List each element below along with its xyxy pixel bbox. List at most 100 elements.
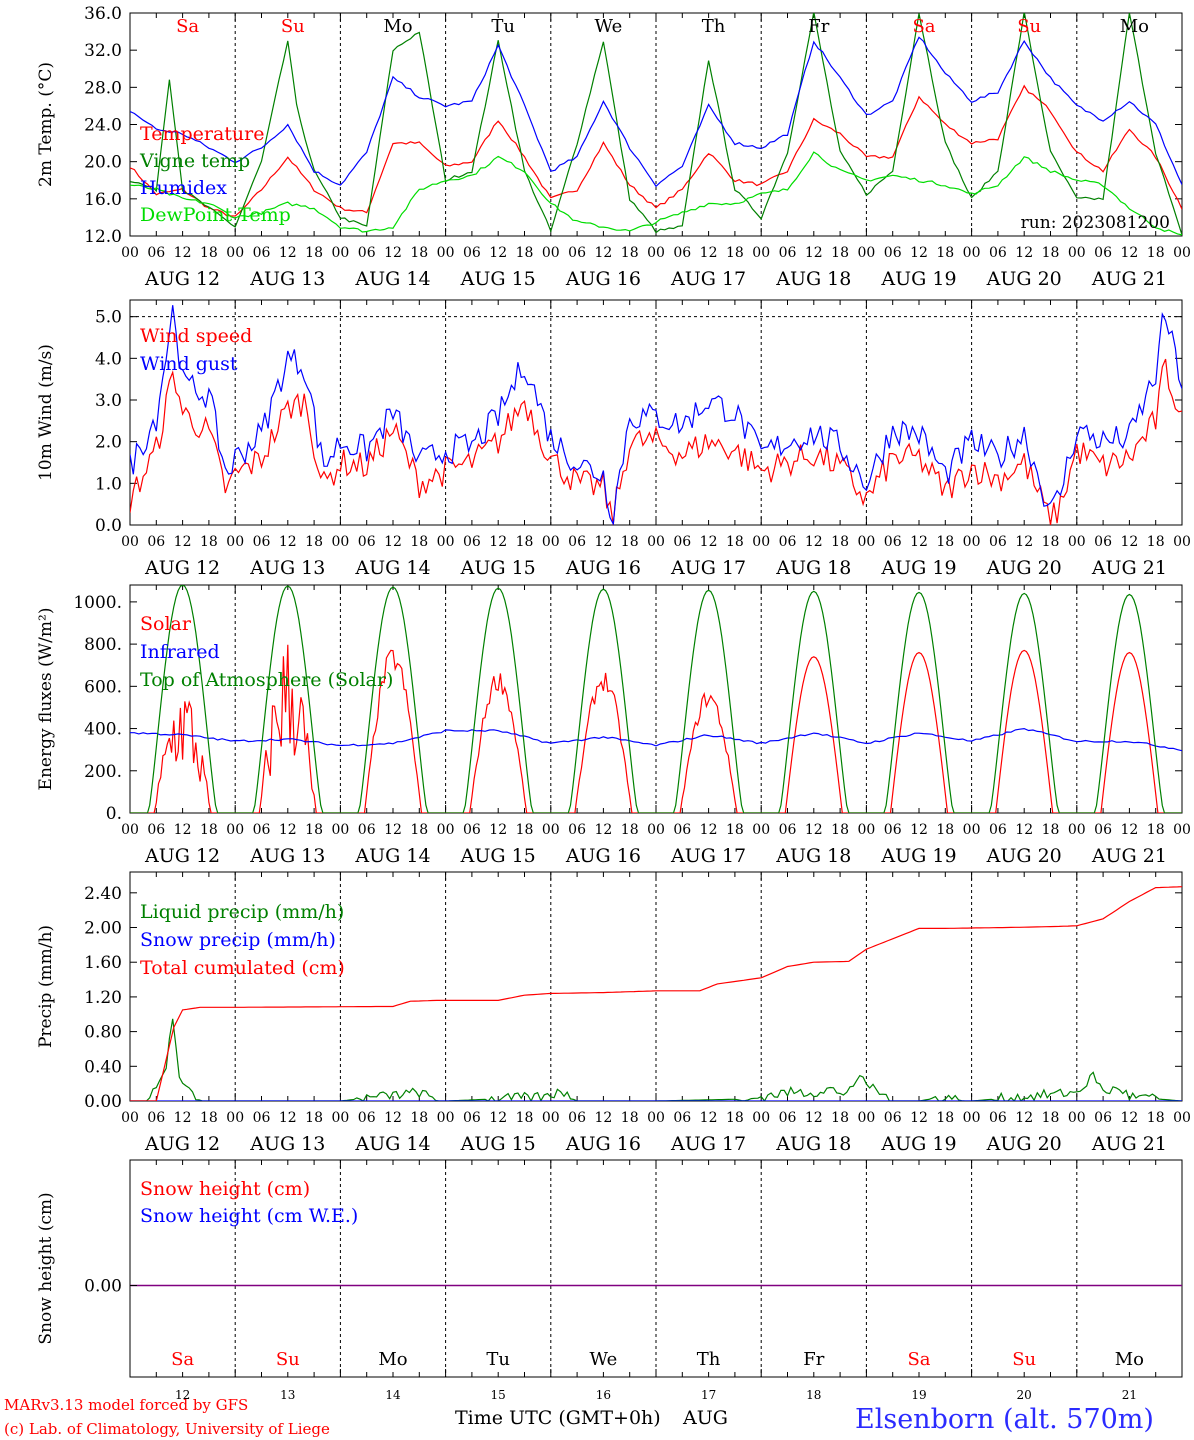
credit-line-2: (c) Lab. of Climatology, University of L… (4, 1420, 330, 1438)
hour-tick-label: 12 (594, 534, 612, 550)
hour-tick-label: 18 (936, 1110, 954, 1126)
hour-tick-label: 18 (410, 534, 428, 550)
series-solar (130, 644, 1182, 813)
hour-tick-label: 18 (1147, 822, 1165, 838)
hour-tick-label: 12 (700, 245, 718, 261)
hour-tick-label: 18 (410, 245, 428, 261)
hour-tick-label: 00 (226, 822, 244, 838)
hour-tick-label: 06 (568, 1110, 586, 1126)
y-tick-label: 4.0 (95, 349, 122, 369)
legend-entry: DewPoint Temp (140, 204, 291, 226)
weekday-label: Sa (912, 16, 935, 37)
hour-tick-label: 06 (147, 1110, 165, 1126)
hour-tick-label: 12 (910, 245, 928, 261)
series-humidex (130, 36, 1182, 188)
hour-tick-label: 00 (857, 245, 875, 261)
hour-tick-label: 06 (673, 822, 691, 838)
hour-tick-label: 12 (594, 245, 612, 261)
legend-entry: Total cumulated (cm) (140, 957, 345, 979)
hour-tick-label: 18 (516, 1110, 534, 1126)
hour-tick-label: 06 (779, 1110, 797, 1126)
hour-tick-label: 12 (279, 534, 297, 550)
date-label: AUG 14 (354, 845, 430, 867)
hour-tick-label: 00 (963, 1110, 981, 1126)
hour-tick-label: 18 (936, 245, 954, 261)
month-label: AUG (682, 1407, 728, 1429)
legend-entry: Snow height (cm W.E.) (140, 1205, 358, 1227)
hour-tick-label: 06 (779, 822, 797, 838)
series-infrared (130, 727, 1182, 752)
date-label: AUG 12 (144, 268, 220, 290)
hour-tick-label: 18 (200, 534, 218, 550)
weekday-label: Mo (1120, 16, 1149, 37)
weekday-label: We (595, 16, 623, 37)
date-label: AUG 20 (986, 845, 1062, 867)
y-tick-label: 1.60 (84, 953, 122, 973)
hour-tick-label: 00 (963, 245, 981, 261)
weekday-label: Th (702, 16, 726, 37)
hour-tick-label: 00 (752, 1110, 770, 1126)
date-label: AUG 13 (249, 845, 325, 867)
date-label: AUG 15 (460, 557, 536, 579)
date-label: AUG 18 (775, 1133, 851, 1155)
hour-tick-label: 18 (305, 245, 323, 261)
x-axis-label: Time UTC (GMT+0h) (455, 1407, 661, 1429)
y-axis-label: Precip (mm/h) (36, 925, 56, 1048)
series-top-of-atmosphere-solar- (130, 585, 1182, 813)
y-axis-label: Energy fluxes (W/m²) (36, 608, 56, 791)
series-dewpoint-temp (130, 151, 1182, 236)
hour-tick-label: 06 (358, 822, 376, 838)
hour-tick-label: 18 (621, 1110, 639, 1126)
y-tick-label: 0.00 (84, 1092, 122, 1112)
weekday-label: Sa (176, 16, 199, 37)
hour-tick-label: 06 (568, 534, 586, 550)
hour-tick-label: 00 (1068, 822, 1086, 838)
hour-tick-label: 12 (1015, 822, 1033, 838)
y-axis-label: Snow height (cm) (36, 1192, 56, 1344)
hour-tick-label: 06 (463, 245, 481, 261)
date-label: AUG 18 (775, 268, 851, 290)
hour-tick-label: 06 (253, 245, 271, 261)
legend-entry: Temperature (140, 123, 264, 145)
hour-tick-label: 18 (200, 1110, 218, 1126)
hour-tick-label: 12 (384, 534, 402, 550)
y-tick-label: 2.0 (95, 433, 122, 453)
panel-2: 0.0 1.0 2.0 3.0 4.0 5.0 10m Wind (m/s) Wind spe… (36, 299, 1191, 579)
date-label: AUG 17 (670, 268, 746, 290)
y-tick-label: 200. (84, 762, 122, 782)
y-tick-label: 2.40 (84, 884, 122, 904)
y-tick-label: 12.0 (84, 227, 122, 247)
hour-tick-label: 12 (1015, 245, 1033, 261)
hour-tick-label: 18 (936, 822, 954, 838)
y-tick-label: 1000. (73, 593, 122, 613)
hour-tick-label: 00 (542, 822, 560, 838)
hour-tick-label: 00 (857, 534, 875, 550)
date-label: AUG 20 (986, 1133, 1062, 1155)
hour-tick-label: 06 (1094, 245, 1112, 261)
hour-tick-label: 06 (253, 534, 271, 550)
hour-tick-label: 18 (1147, 1110, 1165, 1126)
date-label: AUG 16 (565, 557, 641, 579)
hour-tick-label: 18 (410, 1110, 428, 1126)
hour-tick-label: 06 (1094, 1110, 1112, 1126)
y-tick-label: 0.00 (84, 1277, 122, 1297)
hour-tick-label: 12 (279, 1110, 297, 1126)
date-label: AUG 21 (1091, 1133, 1167, 1155)
hour-tick-label: 12 (700, 534, 718, 550)
y-tick-label: 800. (84, 635, 122, 655)
hour-tick-label: 06 (147, 245, 165, 261)
hour-tick-label: 18 (1147, 245, 1165, 261)
hour-tick-label: 18 (936, 534, 954, 550)
hour-tick-label: 00 (1068, 534, 1086, 550)
hour-tick-label: 00 (331, 245, 349, 261)
date-label: AUG 14 (354, 268, 430, 290)
weekday-label: Fr (808, 16, 829, 37)
hour-tick-label: 12 (489, 822, 507, 838)
hour-tick-label: 12 (174, 245, 192, 261)
hour-tick-label: 12 (384, 245, 402, 261)
y-tick-label: 600. (84, 677, 122, 697)
hour-tick-label: 00 (121, 822, 139, 838)
date-label: AUG 18 (775, 557, 851, 579)
weekday-label: Su (1017, 16, 1041, 37)
